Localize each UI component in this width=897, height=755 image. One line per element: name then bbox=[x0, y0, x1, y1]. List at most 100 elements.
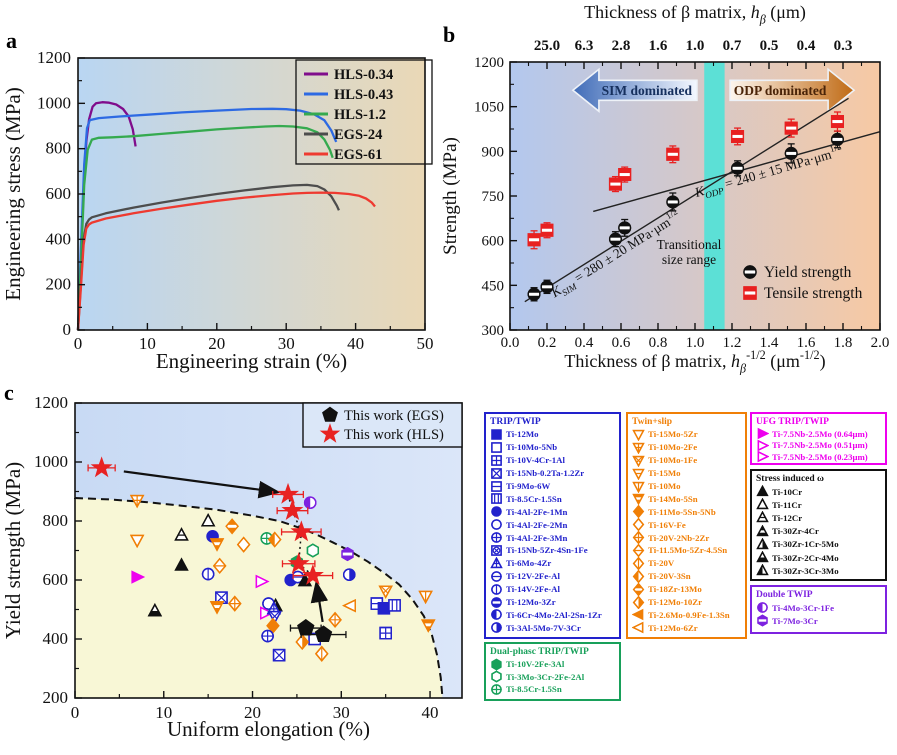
legend-item: Ti-7Mo-3Cr bbox=[756, 614, 882, 627]
legend-item: Ti-6Mo-4Zr bbox=[490, 556, 616, 570]
data-marker-ci bbox=[491, 506, 502, 518]
data-marker-tu bbox=[756, 564, 769, 576]
legend-item: Ti-14Mo-5Sn bbox=[632, 492, 742, 506]
chart-text: 50 bbox=[417, 334, 434, 353]
legend-item-marker bbox=[491, 467, 502, 479]
legend-item-marker bbox=[632, 569, 645, 583]
legend-item-label: Ti-10Mo-5Nb bbox=[506, 442, 558, 453]
chart-text: 0.0 bbox=[501, 335, 520, 351]
data-marker-ci bbox=[491, 609, 502, 621]
legend-item-label: Ti-2.6Mo-0.9Fe-1.3Sn bbox=[648, 609, 730, 620]
data-marker-st bbox=[301, 564, 324, 585]
chart-text: 1000 bbox=[37, 93, 71, 112]
legend-label-Tensile strength: Tensile strength bbox=[764, 285, 863, 302]
chart-text: 1.2 bbox=[723, 335, 742, 351]
data-marker-tu bbox=[490, 556, 503, 568]
legend-item-marker bbox=[632, 481, 645, 493]
data-marker-tr bbox=[757, 439, 769, 452]
data-marker-ci bbox=[757, 602, 768, 613]
chart-text: 1050 bbox=[474, 100, 504, 116]
legend-box-dual-phase: Dual-phasc TRIP/TWIP Ti-10V-2Fe-3Al Ti-3Mo… bbox=[484, 642, 621, 701]
chart-text: 6.3 bbox=[575, 38, 594, 54]
data-marker-tu bbox=[756, 498, 769, 510]
panel-a-label: a bbox=[6, 28, 17, 53]
legend-item-label: Ti-4Al-2Fe-2Mn bbox=[506, 519, 568, 530]
legend-item-marker bbox=[756, 537, 769, 549]
legend-item-label: Ti-20V-3Sn bbox=[648, 571, 691, 582]
legend-box-title: TRIP/TWIP bbox=[490, 417, 541, 427]
legend-item: Ti-3Mo-3Cr-2Fe-2Al bbox=[490, 670, 616, 684]
data-marker-sq bbox=[215, 591, 228, 604]
legend-item: Ti-10Mo bbox=[632, 480, 742, 493]
chart-text: 1.0 bbox=[686, 335, 705, 351]
legend-box-title: Stress induced ω bbox=[756, 474, 825, 484]
legend-item: Ti-20V bbox=[632, 556, 742, 570]
legend-item-marker bbox=[491, 596, 502, 608]
legend-item-label: Ti-10Mo-2Fe bbox=[648, 442, 698, 453]
data-marker-ci bbox=[201, 567, 215, 581]
chart-text: 1.6 bbox=[797, 335, 816, 351]
chart-text: 0.5 bbox=[760, 38, 779, 54]
legend-item-label: Ti-11Cr bbox=[772, 499, 802, 510]
legend-item-label: Ti-3Mo-3Cr-2Fe-2Al bbox=[506, 671, 585, 682]
legend-item-marker bbox=[632, 609, 644, 621]
chart-text: 400 bbox=[46, 229, 72, 248]
legend-item-label: Ti-10V-2Fe-3Al bbox=[506, 659, 565, 670]
data-marker-sq bbox=[830, 115, 844, 129]
chart-text: 1200 bbox=[37, 48, 71, 67]
chart-text: 40 bbox=[422, 703, 439, 722]
legend-item-marker bbox=[632, 468, 645, 480]
legend-item-marker bbox=[756, 551, 769, 563]
data-marker-ci bbox=[784, 146, 798, 160]
data-marker-td bbox=[632, 468, 645, 480]
data-marker-hx bbox=[757, 614, 768, 627]
legend-item-label: Ti-12Mo-10Zr bbox=[648, 597, 703, 608]
data-marker-tu bbox=[756, 485, 769, 497]
legend-item-label: Ti-12Mo-3Zr bbox=[506, 597, 556, 608]
data-marker-td bbox=[129, 494, 145, 509]
data-marker-sq bbox=[491, 467, 502, 479]
legend-item-label: Ti-3Al-5Mo-7V-3Cr bbox=[506, 622, 581, 633]
data-marker-sq bbox=[743, 286, 757, 300]
data-marker-sq bbox=[491, 480, 502, 492]
chart-text: 0 bbox=[63, 320, 72, 339]
legend-item: Ti-16V-Fe bbox=[632, 518, 742, 532]
legend-item: Ti-12Cr bbox=[756, 511, 882, 524]
legend-item-marker bbox=[756, 564, 769, 576]
legend-box-trip-twip: TRIP/TWIP Ti-12Mo Ti-10Mo-5Nb Ti-10V-4Cr-1A… bbox=[484, 412, 621, 639]
data-marker-di bbox=[632, 556, 645, 570]
data-marker-ci bbox=[540, 280, 554, 294]
data-marker-di bbox=[212, 557, 227, 574]
legend-item-label: Ti-11Mo-5Sn-5Nb bbox=[648, 506, 716, 517]
legend-item: Ti-10Mo-2Fe bbox=[632, 441, 742, 454]
data-marker-di bbox=[225, 518, 239, 535]
legend-item-marker bbox=[632, 455, 645, 467]
transitional-band bbox=[704, 62, 725, 330]
chart-text: 0.7 bbox=[723, 38, 742, 54]
y-axis-label-c: Yield strength (MPa) bbox=[1, 462, 25, 639]
data-marker-tr bbox=[131, 570, 146, 584]
chart-text: 600 bbox=[43, 570, 69, 589]
data-marker-di bbox=[632, 543, 645, 557]
legend-item-label: Ti-20V bbox=[648, 558, 675, 569]
chart-text: 20 bbox=[244, 703, 261, 722]
legend-label-Yield strength: Yield strength bbox=[764, 264, 852, 281]
chart-text: 0.4 bbox=[575, 335, 594, 351]
data-marker-tr bbox=[757, 451, 769, 463]
chart-text: 450 bbox=[482, 278, 505, 294]
legend-item-label: Ti-11.5Mo-5Zr-4.5Sn bbox=[648, 545, 728, 556]
legend-this-work-egs: This work (EGS) bbox=[344, 408, 444, 424]
legend-item-label: Ti-15Nb-0.2Ta-1.2Zr bbox=[506, 468, 585, 479]
data-marker-sq bbox=[540, 223, 554, 237]
legend-item: Ti-8.5Cr-1.5Sn bbox=[490, 492, 616, 505]
data-marker-td bbox=[632, 455, 645, 467]
legend-item-marker bbox=[491, 583, 502, 595]
data-marker-ci bbox=[491, 532, 502, 543]
legend-item: Ti-7.5Nb-2.5Mo (0.64μm) bbox=[756, 428, 882, 440]
legend-item: Ti-20V-3Sn bbox=[632, 569, 742, 583]
chart-text: 800 bbox=[43, 511, 69, 530]
data-marker-hx bbox=[491, 670, 502, 683]
legend-item-label: Ti-6Cr-4Mo-2Al-2Sn-1Zr bbox=[506, 609, 602, 620]
data-marker-td bbox=[632, 442, 645, 454]
